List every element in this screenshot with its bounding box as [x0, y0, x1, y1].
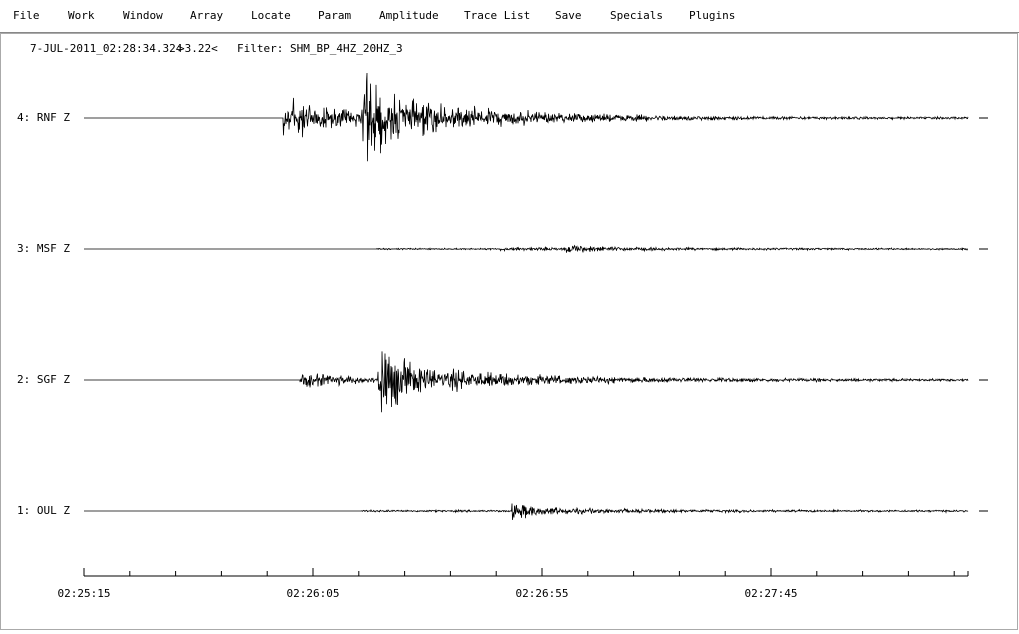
trace-label: 2: SGF Z [17, 373, 70, 386]
time-label: 02:26:05 [287, 587, 340, 600]
menu-item[interactable]: Plugins [689, 9, 735, 22]
time-label: 02:27:45 [745, 587, 798, 600]
waveform [84, 244, 968, 253]
time-label: 02:25:15 [58, 587, 111, 600]
trace-label: 4: RNF Z [17, 111, 70, 124]
menu-item[interactable]: Specials [610, 9, 663, 22]
menu-item[interactable]: Work [68, 9, 95, 22]
waveform [84, 503, 969, 520]
menu-item[interactable]: Amplitude [379, 9, 439, 22]
menu-item[interactable]: Window [123, 9, 163, 22]
time-axis: 02:25:15 02:26:05 02:26:55 02:27:45 [58, 568, 969, 600]
menu-item[interactable]: Trace List [464, 9, 530, 22]
header-filter: Filter: SHM_BP_4HZ_20HZ_3 [237, 42, 403, 55]
menu-item[interactable]: File [13, 9, 40, 22]
menu-item[interactable]: Save [555, 9, 582, 22]
waveform [84, 351, 969, 413]
waveform [84, 72, 969, 162]
menu-item[interactable]: Array [190, 9, 223, 22]
menu-item[interactable]: Locate [251, 9, 291, 22]
menu-bar: File Work Window Array Locate Param Amplitude T… [13, 9, 735, 22]
header-datetime: 7-JUL-2011_02:28:34.324 [30, 42, 183, 55]
trace-label: 1: OUL Z [17, 504, 70, 517]
time-label: 02:26:55 [516, 587, 569, 600]
trace-label: 3: MSF Z [17, 242, 70, 255]
traces: 4: RNF Z 3: MSF Z 2: SGF Z 1: OUL Z [17, 72, 988, 520]
menu-item[interactable]: Param [318, 9, 351, 22]
header-amplitude: >3.22< [178, 42, 218, 55]
